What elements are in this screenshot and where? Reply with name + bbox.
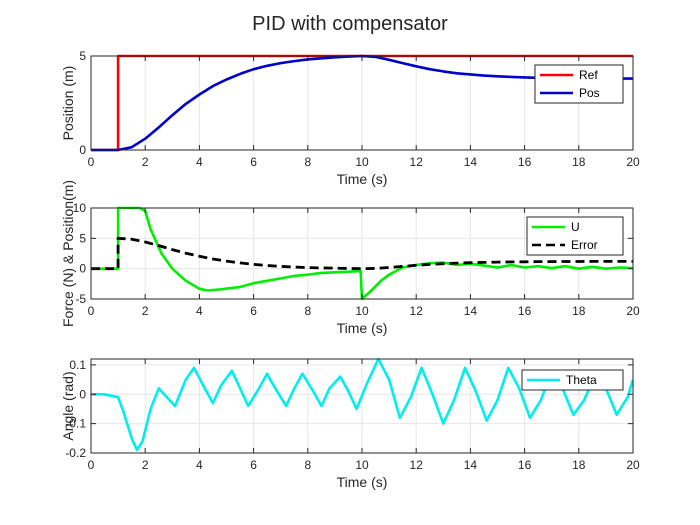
y-tick-label: 5 [79, 49, 86, 63]
x-tick-label: 16 [518, 155, 532, 169]
subplot-1: 0 2 4 6 8 10 12 14 16 18 20 0 5 Time (s) Position (m) R… [60, 49, 640, 187]
x-tick-label: 10 [355, 155, 369, 169]
x-tick-label: 20 [626, 458, 640, 472]
x-tick-label: 18 [572, 458, 586, 472]
x-tick-label: 6 [250, 304, 257, 318]
x-tick-label: 12 [410, 304, 424, 318]
x-tick-label: 0 [88, 458, 95, 472]
legend-label-u: U [571, 220, 580, 234]
x-tick-label: 14 [464, 155, 478, 169]
x-tick-label: 8 [304, 458, 311, 472]
y-axis-label: Position (m) [60, 66, 76, 141]
x-tick-label: 18 [572, 304, 586, 318]
x-tick-label: 20 [626, 304, 640, 318]
x-tick-label: 2 [142, 458, 149, 472]
subplot-3: 0 2 4 6 8 10 12 14 16 18 20 -0.2 -0.1 0 0.1 Time (s) Ang… [60, 357, 640, 490]
x-tick-label: 14 [464, 304, 478, 318]
series-line-u [91, 206, 633, 301]
x-tick-label: 0 [88, 304, 95, 318]
y-tick-label: 10 [73, 201, 87, 215]
y-axis-label: Force (N) & Position(m) [60, 180, 76, 327]
y-tick-label: -5 [75, 292, 86, 306]
x-tick-label: 16 [518, 304, 532, 318]
legend: U Error [526, 216, 624, 256]
x-tick-label: 12 [410, 155, 424, 169]
x-tick-label: 20 [626, 155, 640, 169]
x-tick-label: 10 [355, 304, 369, 318]
y-tick-label: 0 [79, 387, 86, 401]
y-tick-label: 0.1 [69, 358, 86, 372]
legend-label-error: Error [571, 238, 598, 252]
series-line-theta [91, 357, 633, 452]
y-tick-label: 0 [79, 262, 86, 276]
legend-label-pos: Pos [579, 86, 600, 100]
x-tick-label: 2 [142, 304, 149, 318]
x-tick-label: 0 [88, 155, 95, 169]
x-tick-label: 4 [196, 304, 203, 318]
x-tick-label: 8 [304, 304, 311, 318]
legend-box [526, 216, 624, 256]
y-axis-label: Angle (rad) [60, 371, 76, 440]
y-tick-label: 0 [79, 143, 86, 157]
y-tick-label: -0.2 [65, 446, 86, 460]
x-tick-label: 18 [572, 155, 586, 169]
x-axis-label: Time (s) [337, 320, 388, 336]
x-tick-label: 14 [464, 458, 478, 472]
legend-box [534, 64, 624, 104]
x-tick-label: 10 [355, 458, 369, 472]
x-tick-label: 2 [142, 155, 149, 169]
y-tick-label: 5 [79, 231, 86, 245]
legend-label-theta: Theta [566, 373, 597, 387]
x-tick-label: 12 [410, 458, 424, 472]
series-group [91, 357, 633, 452]
y-tick-label: -0.1 [65, 417, 86, 431]
legend: Theta [521, 369, 624, 391]
legend-label-ref: Ref [579, 68, 598, 82]
x-axis-label: Time (s) [337, 171, 388, 187]
x-tick-label: 8 [304, 155, 311, 169]
chart-title: PID with compensator [252, 13, 448, 35]
x-tick-label: 4 [196, 155, 203, 169]
x-tick-label: 6 [250, 155, 257, 169]
x-tick-label: 4 [196, 458, 203, 472]
x-axis-label: Time (s) [337, 474, 388, 490]
legend-box [521, 369, 624, 391]
legend: Ref Pos [534, 64, 624, 104]
x-tick-label: 16 [518, 458, 532, 472]
x-tick-label: 6 [250, 458, 257, 472]
series-group [91, 206, 633, 301]
